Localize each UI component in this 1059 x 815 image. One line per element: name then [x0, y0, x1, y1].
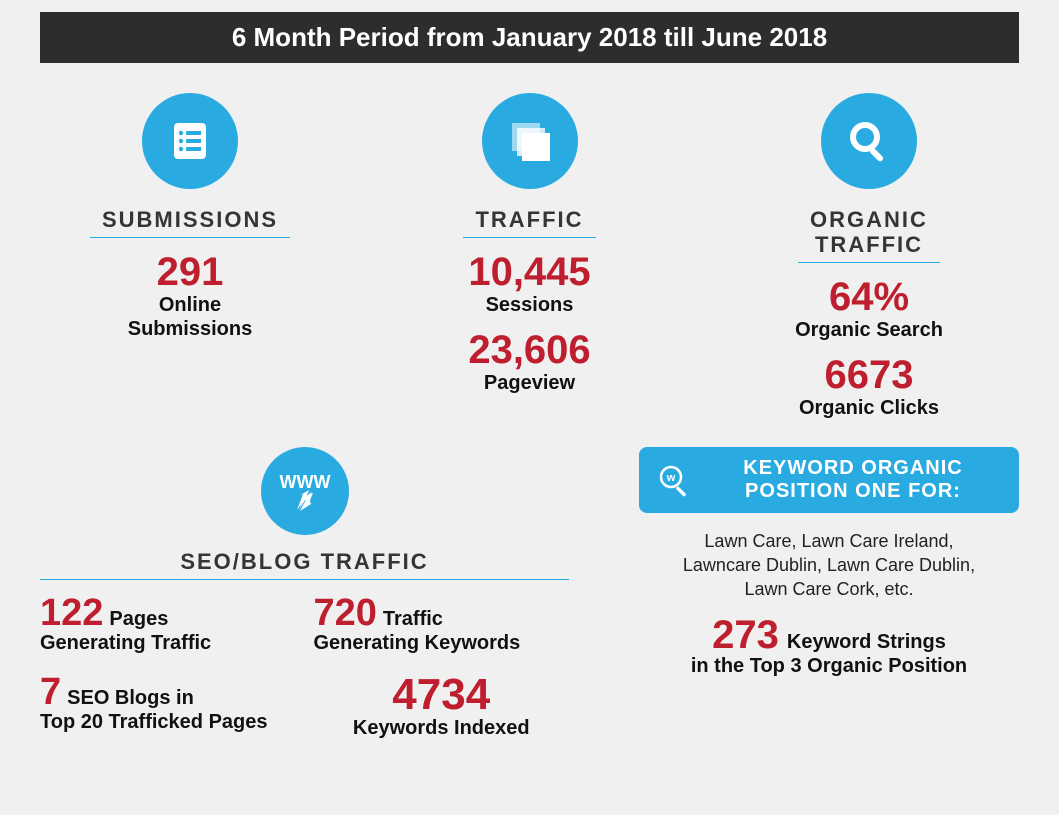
traffic-section: TRAFFIC 10,445 Sessions 23,606 Pageview — [380, 93, 680, 419]
organic-heading-1: ORGANIC — [810, 207, 928, 232]
submissions-section: SUBMISSIONS 291 Online Submissions — [40, 93, 340, 419]
seo-indexed-value: 4734 — [314, 673, 570, 717]
top-row: SUBMISSIONS 291 Online Submissions TRAFF… — [40, 93, 1019, 419]
keyword-list-1: Lawn Care, Lawn Care Ireland, — [639, 529, 1019, 553]
submissions-label-1: Online — [128, 294, 252, 316]
page-root: 6 Month Period from January 2018 till Ju… — [0, 12, 1059, 770]
organic-heading: ORGANIC TRAFFIC — [798, 207, 940, 263]
seo-keywords-inline: Traffic — [383, 608, 443, 631]
seo-blogs-cell: 7 SEO Blogs in Top 20 Trafficked Pages — [40, 673, 296, 740]
keyword-banner-line1: KEYWORD ORGANIC — [705, 457, 1001, 480]
keyword-banner-line2: POSITION ONE FOR: — [705, 480, 1001, 503]
svg-text:WWW: WWW — [279, 472, 330, 492]
traffic-stat-1: 10,445 Sessions — [468, 252, 590, 316]
keyword-stat-inline: Keyword Strings — [787, 631, 946, 654]
organic-stat-2: 6673 Organic Clicks — [799, 355, 939, 419]
organic-clicks-value: 6673 — [799, 355, 939, 395]
seo-keywords-below: Generating Keywords — [314, 632, 570, 655]
www-icon: WWW — [261, 447, 349, 535]
list-icon — [142, 93, 238, 189]
keyword-stat: 273 Keyword Strings in the Top 3 Organic… — [639, 615, 1019, 678]
seo-heading: SEO/BLOG TRAFFIC — [40, 549, 569, 580]
keyword-stat-below: in the Top 3 Organic Position — [639, 655, 1019, 678]
seo-pages-value: 122 — [40, 594, 103, 632]
lower-row: WWW SEO/BLOG TRAFFIC 122 Pages — [40, 447, 1019, 740]
traffic-heading: TRAFFIC — [463, 207, 595, 238]
traffic-sessions-value: 10,445 — [468, 252, 590, 292]
search-w-icon: w — [657, 463, 691, 497]
seo-indexed-below: Keywords Indexed — [314, 717, 570, 740]
submissions-heading: SUBMISSIONS — [90, 207, 290, 238]
keyword-list: Lawn Care, Lawn Care Ireland, Lawncare D… — [639, 529, 1019, 602]
organic-clicks-label: Organic Clicks — [799, 397, 939, 419]
header-title-bar: 6 Month Period from January 2018 till Ju… — [40, 12, 1019, 63]
organic-heading-2: TRAFFIC — [810, 232, 928, 257]
traffic-pageview-label: Pageview — [468, 372, 590, 394]
seo-pages-cell: 122 Pages Generating Traffic — [40, 594, 296, 655]
seo-blogs-below: Top 20 Trafficked Pages — [40, 711, 296, 734]
submissions-value: 291 — [128, 252, 252, 292]
traffic-pageview-value: 23,606 — [468, 330, 590, 370]
organic-search-value: 64% — [795, 277, 943, 317]
header-title: 6 Month Period from January 2018 till Ju… — [232, 22, 827, 52]
traffic-stat-2: 23,606 Pageview — [468, 330, 590, 394]
seo-keywords-value: 720 — [314, 594, 377, 632]
keyword-section: w KEYWORD ORGANIC POSITION ONE FOR: Lawn… — [639, 447, 1019, 679]
seo-head: WWW SEO/BLOG TRAFFIC — [40, 447, 569, 594]
organic-section: ORGANIC TRAFFIC 64% Organic Search 6673 … — [719, 93, 1019, 419]
svg-text:w: w — [666, 472, 676, 484]
submissions-label-2: Submissions — [128, 318, 252, 340]
keyword-banner-text: KEYWORD ORGANIC POSITION ONE FOR: — [705, 457, 1001, 503]
stack-icon — [482, 93, 578, 189]
seo-blogs-value: 7 — [40, 673, 61, 711]
organic-stat-1: 64% Organic Search — [795, 277, 943, 341]
keyword-stat-value: 273 — [712, 615, 779, 655]
seo-blogs-inline: SEO Blogs in — [67, 687, 194, 710]
keyword-list-2: Lawncare Dublin, Lawn Care Dublin, — [639, 553, 1019, 577]
keyword-banner: w KEYWORD ORGANIC POSITION ONE FOR: — [639, 447, 1019, 513]
seo-pages-below: Generating Traffic — [40, 632, 296, 655]
organic-search-label: Organic Search — [795, 319, 943, 341]
search-icon — [821, 93, 917, 189]
seo-pages-inline: Pages — [109, 608, 168, 631]
keyword-list-3: Lawn Care Cork, etc. — [639, 577, 1019, 601]
seo-keywords-cell: 720 Traffic Generating Keywords — [314, 594, 570, 655]
submissions-stat: 291 Online Submissions — [128, 252, 252, 340]
seo-indexed-cell: 4734 Keywords Indexed — [314, 673, 570, 740]
seo-section: WWW SEO/BLOG TRAFFIC 122 Pages — [40, 447, 569, 740]
seo-grid: 122 Pages Generating Traffic 720 Traffic… — [40, 594, 569, 740]
traffic-sessions-label: Sessions — [468, 294, 590, 316]
